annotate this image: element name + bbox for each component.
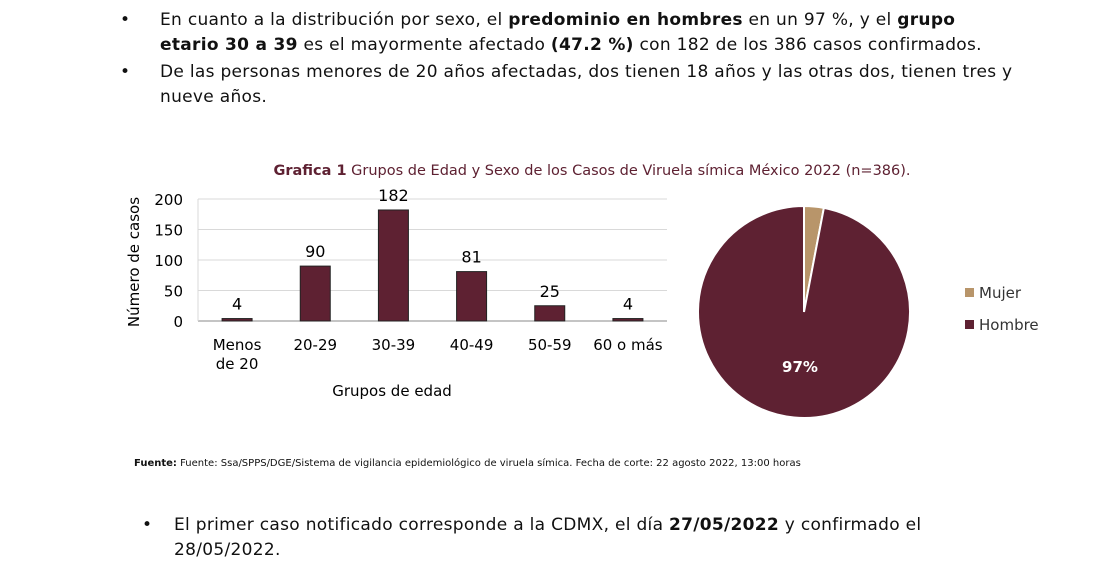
bar [612,318,644,322]
legend-swatch [965,320,974,329]
chart-title: Grafica 1 Grupos de Edad y Sexo de los C… [273,163,910,179]
text: y confirmado el 28/05/2022. [174,515,922,560]
bullet-3: • El primer caso notificado corresponde a… [142,513,974,563]
text: En cuanto a la distribución por sexo, el [160,10,509,30]
bar [456,271,488,322]
legend-swatch [965,288,974,297]
y-axis-label: Número de casos [125,197,143,327]
data-label: 182 [378,186,409,205]
bullet-dot: • [120,10,131,30]
x-tick-label: 60 o más [593,336,663,354]
bold-text: predominio en hombres [508,10,743,30]
bullet-1: • En cuanto a la distribución por sexo, e… [120,8,1020,58]
pie-label: 97% [782,358,818,376]
source-text: Fuente: Ssa/SPPS/DGE/Sistema de vigilanc… [176,458,801,469]
bold-text: 27/05/2022 [669,515,780,535]
bar [534,305,566,322]
data-label: 81 [461,248,481,267]
bullet-dot: • [120,62,131,82]
bar [299,265,331,322]
bullet-2: • De las personas menores de 20 años afec… [120,60,1020,110]
pie-slice-hombre [697,204,911,419]
text: en un 97 %, y el [742,10,898,30]
x-tick-label: 30-39 [372,336,416,354]
y-tick-label: 100 [154,252,183,270]
x-tick-label: Menos de 20 [213,336,262,373]
data-label: 4 [623,295,633,314]
bullet-dot: • [142,515,153,535]
x-axis-label: Grupos de edad [332,382,452,400]
x-tick-label: 40-49 [450,336,494,354]
y-tick-label: 150 [154,222,183,240]
y-tick-label: 0 [173,313,183,331]
data-label: 25 [540,282,560,301]
bar [221,318,253,322]
x-tick-label: 50-59 [528,336,572,354]
text: De las personas menores de 20 años afect… [160,62,1013,107]
bold-text: grupo etario 30 a 39 [160,10,956,55]
text: El primer caso notificado corresponde a … [174,515,669,535]
y-tick-label: 50 [164,283,183,301]
data-label: 90 [305,242,325,261]
text: es el mayormente afectado [297,35,551,55]
y-tick-label: 200 [154,191,183,209]
data-label: 4 [232,295,242,314]
legend-label: Hombre [979,316,1039,334]
source-note: Fuente: Fuente: Ssa/SPPS/DGE/Sistema de … [134,458,801,469]
source-label: Fuente: [134,458,177,469]
bar [377,209,409,322]
bold-text: (47.2 %) [550,35,634,55]
text: con 182 de los 386 casos confirmados. [633,35,982,55]
x-tick-label: 20-29 [293,336,337,354]
legend-label: Mujer [979,284,1022,302]
